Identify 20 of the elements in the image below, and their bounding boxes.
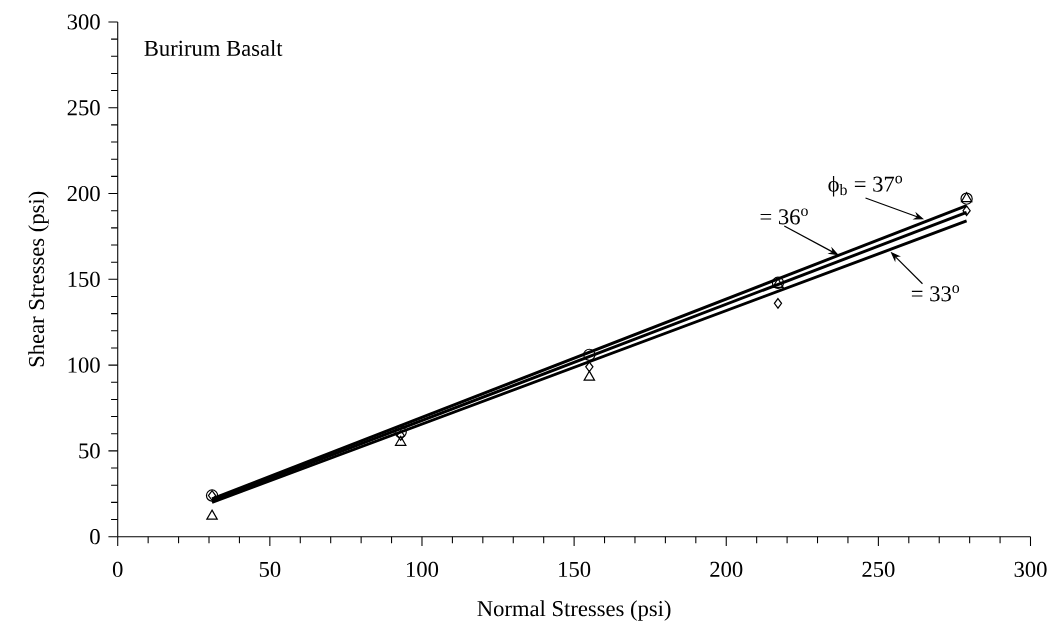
x-tick-label: 100 bbox=[407, 561, 439, 577]
x-tick-label: 250 bbox=[862, 561, 895, 577]
annotation: ϕ$_{b}$ = 37$^{o}$ bbox=[828, 175, 903, 197]
annotation: = 36$^{o}$ bbox=[760, 208, 808, 225]
x-tick-label: 50 bbox=[259, 561, 281, 577]
y-axis-title: Shear Stresses (psi) bbox=[28, 191, 49, 367]
y-tick-label: 250 bbox=[67, 99, 100, 116]
y-tick-label: 300 bbox=[67, 14, 100, 30]
y-tick-label: 50 bbox=[79, 443, 100, 459]
y-tick-label: 0 bbox=[90, 528, 100, 545]
x-tick-label: 150 bbox=[559, 561, 591, 577]
y-tick-label: 100 bbox=[68, 357, 100, 373]
y-tick-label: 200 bbox=[67, 185, 100, 201]
annotation: Burirum Basalt bbox=[144, 39, 283, 56]
y-tick-label: 150 bbox=[68, 271, 100, 287]
annotation: = 33$^{o}$ bbox=[911, 285, 960, 302]
x-tick-label: 300 bbox=[1014, 561, 1047, 577]
x-tick-label: 200 bbox=[710, 561, 743, 577]
x-tick-label: 0 bbox=[112, 561, 123, 577]
x-axis-title: Normal Stresses (psi) bbox=[477, 600, 671, 621]
